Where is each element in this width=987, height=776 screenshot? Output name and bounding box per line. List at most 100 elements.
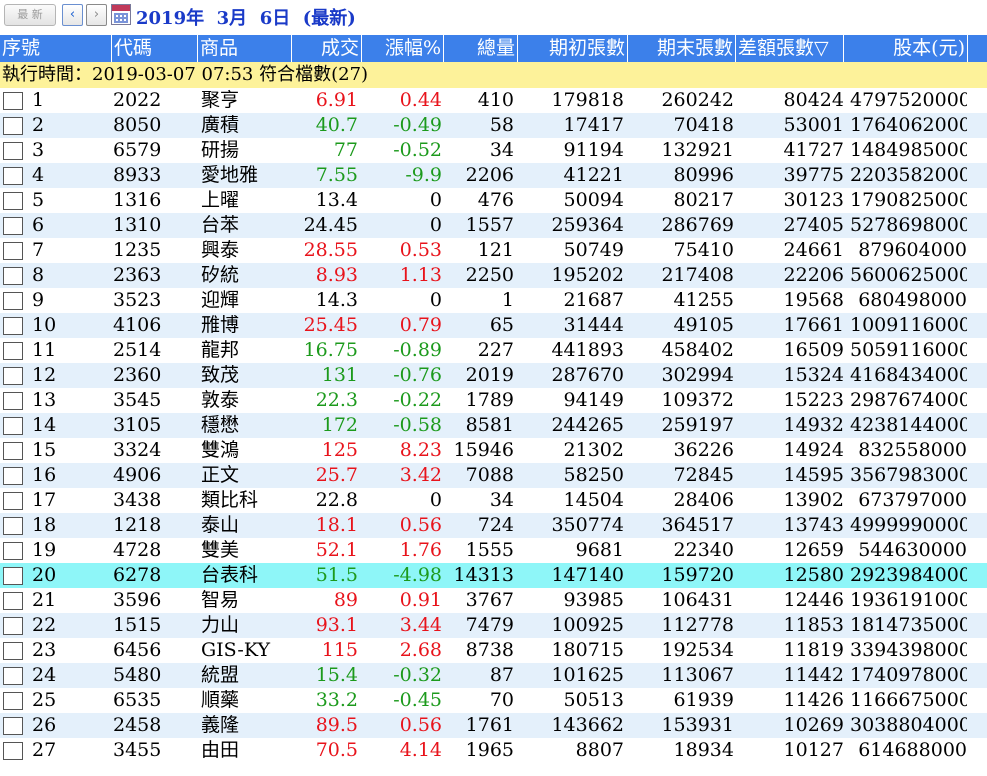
row-checkbox[interactable] [3,717,23,735]
column-header-change[interactable]: 漲幅% [362,35,444,62]
cell-price: 16.75 [303,339,358,361]
row-checkbox[interactable] [3,692,23,710]
cell-change: -4.98 [393,564,442,586]
cell-close-lots: 41255 [673,289,734,311]
cell-capital: 3567983000 [850,464,967,486]
cell-capital: 1814735000 [850,614,967,636]
table-row[interactable]: 10 4106 雃博 25.45 0.79 65 31444 49105 17661 100911… [0,313,987,338]
column-header-close-lots[interactable]: 期末張數 [628,35,736,62]
table-row[interactable]: 20 6278 台表科 51.5 -4.98 14313 147140 159720 12580… [0,563,987,588]
row-checkbox[interactable] [3,167,23,185]
previous-day-button[interactable]: ‹ [62,4,83,26]
cell-code: 6456 [113,639,162,661]
cell-close-lots: 72845 [673,464,734,486]
cell-diff-lots: 10269 [783,714,844,736]
row-checkbox[interactable] [3,592,23,610]
table-row[interactable]: 15 3324 雙鴻 125 8.23 15946 21302 36226 14924 83255… [0,438,987,463]
column-header-open-lots[interactable]: 期初張數 [518,35,628,62]
row-checkbox[interactable] [3,667,23,685]
table-row[interactable]: 24 5480 統盟 15.4 -0.32 87 101625 113067 11442 1740… [0,663,987,688]
row-checkbox[interactable] [3,267,23,285]
column-header-diff-lots[interactable]: 差額張數▽ [736,35,844,62]
row-checkbox[interactable] [3,567,23,585]
row-checkbox[interactable] [3,317,23,335]
table-row[interactable]: 9 3523 迎輝 14.3 0 1 21687 41255 19568 680498000 [0,288,987,313]
cell-price: 70.5 [315,739,358,761]
column-header-seq[interactable]: 序號 [0,35,112,62]
cell-code: 4728 [113,539,162,561]
cell-diff-lots: 19568 [783,289,844,311]
cell-close-lots: 286769 [661,214,734,236]
table-row[interactable]: 16 4906 正文 25.7 3.42 7088 58250 72845 14595 35679… [0,463,987,488]
row-checkbox[interactable] [3,467,23,485]
cell-close-lots: 70418 [673,114,734,136]
table-row[interactable]: 19 4728 雙美 52.1 1.76 1555 9681 22340 12659 544630… [0,538,987,563]
row-checkbox[interactable] [3,242,23,260]
column-header-volume[interactable]: 總量 [444,35,518,62]
table-row[interactable]: 6 1310 台苯 24.45 0 1557 259364 286769 27405 527869… [0,213,987,238]
table-row[interactable]: 17 3438 類比科 22.8 0 34 14504 28406 13902 673797000 [0,488,987,513]
row-checkbox[interactable] [3,92,23,110]
cell-change: -0.22 [393,389,442,411]
row-checkbox[interactable] [3,342,23,360]
row-checkbox[interactable] [3,642,23,660]
cell-change: 0 [429,189,442,211]
table-row[interactable]: 1 2022 聚亨 6.91 0.44 410 179818 260242 80424 47975… [0,88,987,113]
column-header-name[interactable]: 商品 [198,35,292,62]
date-label[interactable]: 2019年 3月 6日 (最新) [136,8,356,29]
cell-name: 研揚 [201,139,240,161]
cell-open-lots: 58250 [563,464,624,486]
table-row[interactable]: 13 3545 敦泰 22.3 -0.22 1789 94149 109372 15223 298… [0,388,987,413]
table-row[interactable]: 14 3105 穩懋 172 -0.58 8581 244265 259197 14932 423… [0,413,987,438]
row-checkbox[interactable] [3,117,23,135]
table-row[interactable]: 8 2363 矽統 8.93 1.13 2250 195202 217408 22206 5600… [0,263,987,288]
row-checkbox[interactable] [3,617,23,635]
row-checkbox[interactable] [3,292,23,310]
row-checkbox[interactable] [3,742,23,760]
cell-seq: 14 [32,414,57,436]
table-row[interactable]: 23 6456 GIS-KY 115 2.68 8738 180715 192534 11819… [0,638,987,663]
table-row[interactable]: 12 2360 致茂 131 -0.76 2019 287670 302994 15324 416… [0,363,987,388]
row-checkbox[interactable] [3,142,23,160]
table-row[interactable]: 25 6535 順藥 33.2 -0.45 70 50513 61939 11426 116667… [0,688,987,713]
chevron-right-icon: › [93,7,100,22]
table-row[interactable]: 5 1316 上曜 13.4 0 476 50094 80217 30123 1790825000 [0,188,987,213]
row-checkbox[interactable] [3,542,23,560]
cell-diff-lots: 13743 [783,514,844,536]
row-checkbox[interactable] [3,417,23,435]
table-row[interactable]: 21 3596 智易 89 0.91 3767 93985 106431 12446 193619… [0,588,987,613]
row-checkbox[interactable] [3,367,23,385]
table-row[interactable]: 7 1235 興泰 28.55 0.53 121 50749 75410 24661 879604… [0,238,987,263]
cell-change: -0.89 [393,339,442,361]
table-row[interactable]: 4 8933 愛地雅 7.55 -9.9 2206 41221 80996 39775 22035… [0,163,987,188]
row-checkbox[interactable] [3,217,23,235]
row-checkbox[interactable] [3,517,23,535]
row-checkbox[interactable] [3,192,23,210]
column-header-capital[interactable]: 股本(元) [844,35,968,62]
column-header-code[interactable]: 代碼 [112,35,198,62]
next-day-button[interactable]: › [86,4,107,26]
cell-price: 125 [321,439,358,461]
cell-close-lots: 22340 [673,539,734,561]
cell-name: 類比科 [201,489,259,511]
column-header-price[interactable]: 成交 [292,35,362,62]
calendar-icon[interactable] [111,4,131,25]
latest-button[interactable]: 最 新 [4,4,56,26]
cell-capital: 1484985000 [850,139,967,161]
cell-name: GIS-KY [201,639,271,661]
table-row[interactable]: 2 8050 廣積 40.7 -0.49 58 17417 70418 53001 1764062… [0,113,987,138]
table-row[interactable]: 3 6579 研揚 77 -0.52 34 91194 132921 41727 14849850… [0,138,987,163]
cell-seq: 21 [32,589,57,611]
cell-open-lots: 441893 [551,339,624,361]
table-row[interactable]: 27 3455 由田 70.5 4.14 1965 8807 18934 10127 614688… [0,738,987,763]
table-row[interactable]: 22 1515 力山 93.1 3.44 7479 100925 112778 11853 181… [0,613,987,638]
row-checkbox[interactable] [3,492,23,510]
cell-price: 7.55 [315,164,358,186]
row-checkbox[interactable] [3,442,23,460]
table-row[interactable]: 18 1218 泰山 18.1 0.56 724 350774 364517 13743 4999… [0,513,987,538]
cell-seq: 26 [32,714,57,736]
table-row[interactable]: 11 2514 龍邦 16.75 -0.89 227 441893 458402 16509 50… [0,338,987,363]
table-row[interactable]: 26 2458 義隆 89.5 0.56 1761 143662 153931 10269 303… [0,713,987,738]
cell-code: 3596 [113,589,162,611]
row-checkbox[interactable] [3,392,23,410]
